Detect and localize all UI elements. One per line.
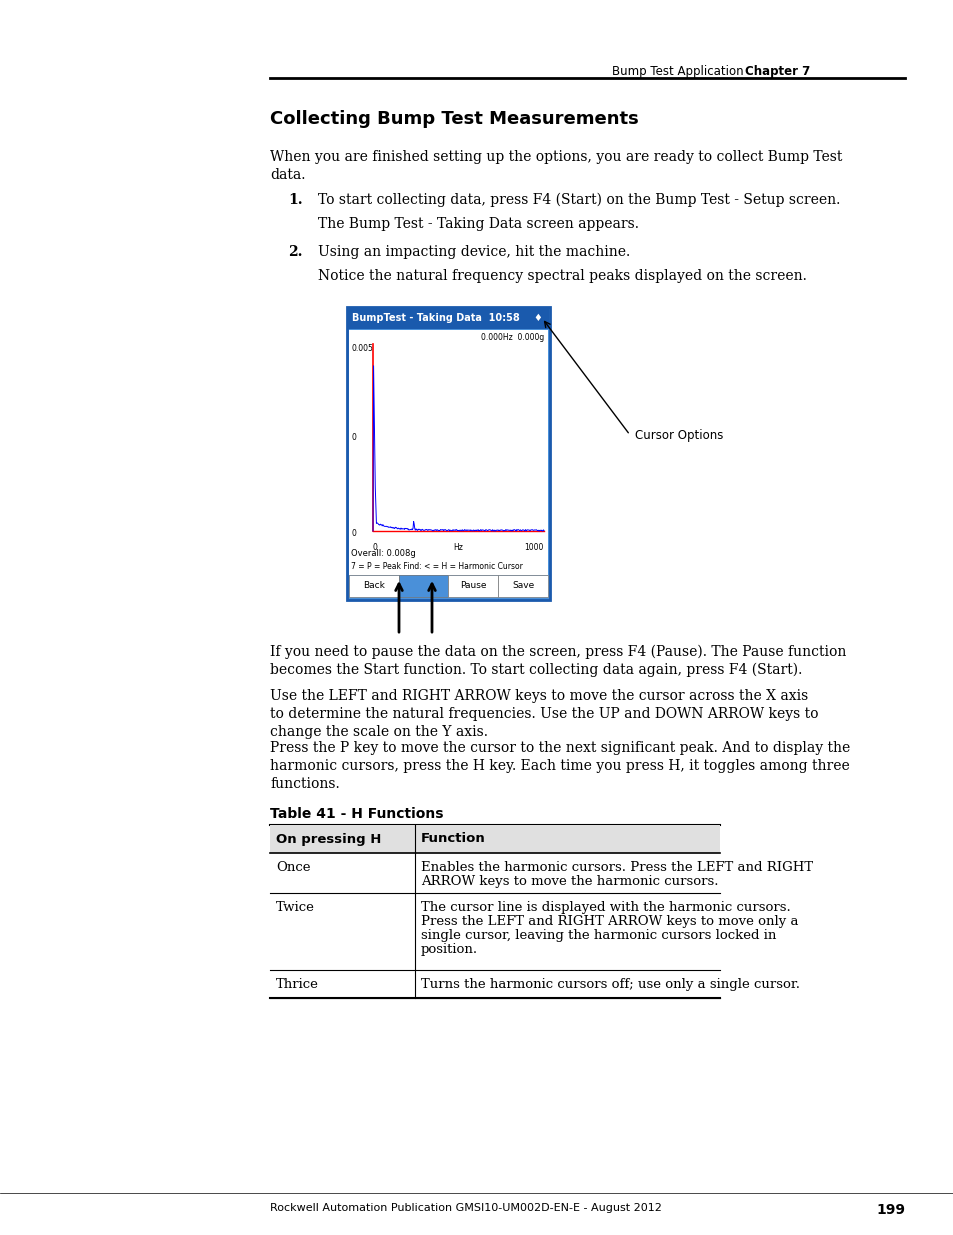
- Text: 0: 0: [352, 432, 356, 441]
- Text: 2.: 2.: [288, 245, 302, 259]
- Text: 7 = P = Peak Find: < = H = Harmonic Cursor: 7 = P = Peak Find: < = H = Harmonic Curs…: [351, 562, 522, 571]
- Bar: [347, 308, 550, 600]
- Text: 1.: 1.: [288, 193, 302, 207]
- Text: Rockwell Automation Publication GMSI10-UM002D-EN-E - August 2012: Rockwell Automation Publication GMSI10-U…: [270, 1203, 661, 1213]
- Text: Twice: Twice: [275, 902, 314, 914]
- Text: position.: position.: [420, 944, 477, 956]
- Text: data.: data.: [270, 168, 305, 182]
- Text: Bump Test Application: Bump Test Application: [612, 65, 742, 78]
- Text: On pressing H: On pressing H: [275, 832, 381, 846]
- Text: ARROW keys to move the harmonic cursors.: ARROW keys to move the harmonic cursors.: [420, 876, 718, 888]
- Text: functions.: functions.: [270, 777, 339, 790]
- Text: 199: 199: [875, 1203, 904, 1216]
- Text: Function: Function: [420, 832, 485, 846]
- Text: BumpTest - Taking Data  10:58: BumpTest - Taking Data 10:58: [352, 312, 519, 324]
- Text: Using an impacting device, hit the machine.: Using an impacting device, hit the machi…: [317, 245, 630, 259]
- Text: 0.000Hz  0.000g: 0.000Hz 0.000g: [480, 333, 543, 342]
- Text: Pause: Pause: [459, 582, 486, 590]
- Text: Chapter 7: Chapter 7: [744, 65, 809, 78]
- Text: Press the LEFT and RIGHT ARROW keys to move only a: Press the LEFT and RIGHT ARROW keys to m…: [420, 915, 798, 927]
- Text: Turns the harmonic cursors off; use only a single cursor.: Turns the harmonic cursors off; use only…: [420, 978, 800, 990]
- Bar: [398, 576, 448, 597]
- Text: Table 41 - H Functions: Table 41 - H Functions: [270, 806, 443, 821]
- Text: To start collecting data, press F4 (Start) on the Bump Test - Setup screen.: To start collecting data, press F4 (Star…: [317, 193, 840, 207]
- Bar: [349, 330, 547, 545]
- Text: Save: Save: [512, 582, 534, 590]
- Bar: [270, 825, 720, 853]
- Text: Enables the harmonic cursors. Press the LEFT and RIGHT: Enables the harmonic cursors. Press the …: [420, 861, 812, 874]
- Text: harmonic cursors, press the H key. Each time you press H, it toggles among three: harmonic cursors, press the H key. Each …: [270, 760, 849, 773]
- Text: 0: 0: [373, 543, 377, 552]
- Text: Collecting Bump Test Measurements: Collecting Bump Test Measurements: [270, 110, 639, 128]
- Bar: [348, 308, 548, 329]
- Text: Notice the natural frequency spectral peaks displayed on the screen.: Notice the natural frequency spectral pe…: [317, 269, 806, 283]
- Text: Cursor Options: Cursor Options: [635, 429, 722, 441]
- Text: single cursor, leaving the harmonic cursors locked in: single cursor, leaving the harmonic curs…: [420, 929, 776, 942]
- Bar: [497, 576, 547, 597]
- Bar: [349, 545, 547, 576]
- Text: 0.005: 0.005: [352, 345, 374, 353]
- Text: Thrice: Thrice: [275, 978, 318, 990]
- Text: When you are finished setting up the options, you are ready to collect Bump Test: When you are finished setting up the opt…: [270, 149, 841, 164]
- Text: 0: 0: [352, 529, 356, 538]
- Text: Press the P key to move the cursor to the next significant peak. And to display : Press the P key to move the cursor to th…: [270, 741, 849, 755]
- Text: becomes the Start function. To start collecting data again, press F4 (Start).: becomes the Start function. To start col…: [270, 663, 801, 677]
- Text: If you need to pause the data on the screen, press F4 (Pause). The Pause functio: If you need to pause the data on the scr…: [270, 645, 845, 659]
- Text: to determine the natural frequencies. Use the UP and DOWN ARROW keys to: to determine the natural frequencies. Us…: [270, 706, 818, 721]
- Text: change the scale on the Y axis.: change the scale on the Y axis.: [270, 725, 488, 739]
- Text: ♦: ♦: [533, 312, 542, 324]
- Text: Hz: Hz: [453, 543, 463, 552]
- Text: The Bump Test - Taking Data screen appears.: The Bump Test - Taking Data screen appea…: [317, 217, 639, 231]
- Text: The cursor line is displayed with the harmonic cursors.: The cursor line is displayed with the ha…: [420, 902, 790, 914]
- Bar: [448, 576, 497, 597]
- Text: Back: Back: [362, 582, 384, 590]
- Text: Once: Once: [275, 861, 310, 874]
- Text: Use the LEFT and RIGHT ARROW keys to move the cursor across the X axis: Use the LEFT and RIGHT ARROW keys to mov…: [270, 689, 807, 703]
- Bar: [349, 576, 398, 597]
- Text: Overall: 0.008g: Overall: 0.008g: [351, 550, 416, 558]
- Text: 1000: 1000: [524, 543, 543, 552]
